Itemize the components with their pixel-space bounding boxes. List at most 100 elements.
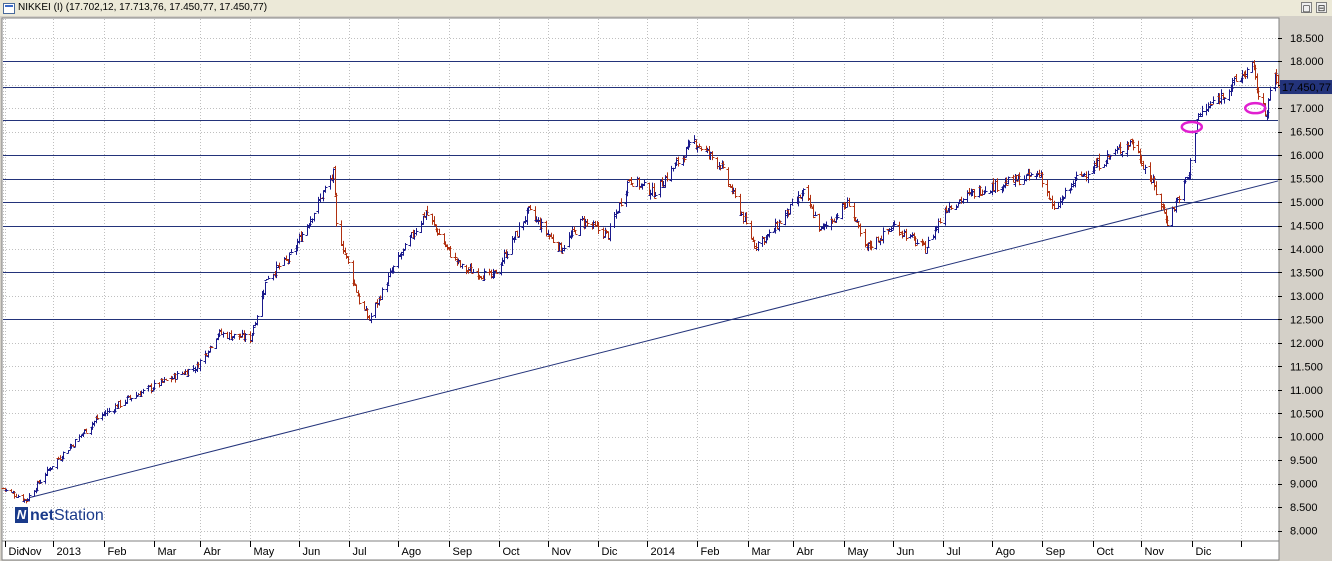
ohlc-bar bbox=[1097, 153, 1102, 171]
ohlc-bar bbox=[164, 378, 169, 381]
ohlc-bar bbox=[1234, 74, 1239, 82]
maximize-button[interactable]: ⊟ bbox=[1316, 2, 1327, 13]
y-tick-label: 17.000 bbox=[1290, 103, 1324, 115]
highlight-ellipse bbox=[1243, 101, 1267, 115]
ohlc-bar bbox=[892, 220, 897, 226]
y-tick-label: 16.500 bbox=[1290, 127, 1324, 139]
ohlc-bar bbox=[277, 262, 282, 270]
ohlc-bar bbox=[721, 161, 726, 169]
ohlc-bar bbox=[528, 205, 533, 211]
ohlc-bar bbox=[585, 219, 590, 227]
ohlc-bar bbox=[625, 180, 630, 197]
ohlc-bar bbox=[175, 371, 180, 380]
last-price-box bbox=[1280, 80, 1332, 95]
x-tick-label: Oct bbox=[1097, 546, 1114, 558]
y-tick-label: 14.500 bbox=[1290, 221, 1324, 233]
x-tick-label: Ago bbox=[996, 546, 1016, 558]
ohlc-bar bbox=[546, 230, 551, 236]
restore-button[interactable]: ▢ bbox=[1301, 2, 1312, 13]
ohlc-bar bbox=[630, 184, 635, 187]
x-tick-label: Jun bbox=[897, 546, 915, 558]
ohlc-bar bbox=[573, 230, 578, 235]
x-tick-label: Jul bbox=[353, 546, 367, 558]
ohlc-bar bbox=[790, 198, 795, 206]
ohlc-bar bbox=[956, 203, 961, 207]
x-tick-label: Abr bbox=[204, 546, 221, 558]
ohlc-bar bbox=[1165, 215, 1170, 227]
ohlc-bar bbox=[972, 189, 977, 199]
ohlc-bar bbox=[1115, 145, 1120, 154]
ohlc-bar bbox=[551, 234, 556, 243]
ohlc-bar bbox=[733, 187, 738, 199]
y-tick-label: 15.000 bbox=[1290, 197, 1324, 209]
ohlc-bar bbox=[596, 222, 601, 234]
x-tick-label: May bbox=[254, 546, 275, 558]
ohlc-bar bbox=[699, 147, 704, 152]
logo-text: Station bbox=[54, 507, 104, 524]
ohlc-bar bbox=[469, 263, 474, 274]
ohlc-bar bbox=[494, 269, 499, 274]
ohlc-bar bbox=[1268, 86, 1273, 101]
ohlc-bar bbox=[129, 397, 134, 402]
ohlc-bar bbox=[517, 222, 522, 238]
ohlc-bar bbox=[448, 245, 453, 258]
y-tick-label: 9.000 bbox=[1290, 479, 1318, 491]
y-tick-label: 10.500 bbox=[1290, 408, 1324, 420]
ohlc-bar bbox=[687, 140, 692, 148]
ohlc-bar bbox=[425, 205, 430, 216]
x-tick-label: Sep bbox=[453, 546, 473, 558]
y-tick-label: 12.500 bbox=[1290, 314, 1324, 326]
ohlc-bar bbox=[562, 245, 567, 252]
x-tick-label: Mar bbox=[752, 546, 771, 558]
ohlc-bar bbox=[24, 499, 29, 504]
ohlc-bar bbox=[642, 179, 647, 187]
ohlc-bar bbox=[95, 414, 100, 420]
ohlc-bar bbox=[403, 243, 408, 251]
ohlc-bar bbox=[710, 151, 715, 161]
ohlc-bar bbox=[300, 232, 305, 242]
ohlc-bar bbox=[847, 197, 852, 207]
ohlc-bar bbox=[619, 198, 624, 207]
ohlc-bar bbox=[1074, 171, 1079, 182]
ohlc-bar bbox=[954, 204, 959, 210]
ohlc-bar bbox=[1131, 139, 1136, 151]
ohlc-bar bbox=[505, 251, 510, 260]
ohlc-bar bbox=[869, 240, 874, 251]
y-tick-label: 8.000 bbox=[1290, 526, 1318, 538]
ohlc-bar bbox=[813, 211, 818, 217]
ohlc-bar bbox=[676, 156, 681, 167]
ohlc-bar bbox=[889, 226, 894, 232]
window-title: NIKKEI (I) (17.702,12, 17.713,76, 17.450… bbox=[18, 2, 268, 13]
ohlc-bar bbox=[629, 177, 634, 185]
x-tick-label: Jun bbox=[303, 546, 321, 558]
ohlc-bar bbox=[50, 466, 55, 469]
y-tick-label: 16.000 bbox=[1290, 150, 1324, 162]
y-tick-label: 8.500 bbox=[1290, 502, 1318, 514]
ohlc-bar bbox=[744, 212, 749, 225]
trendline-group bbox=[28, 180, 1279, 499]
ohlc-bar bbox=[949, 205, 954, 210]
ohlc-bar bbox=[767, 229, 772, 238]
x-tick-label: 2013 bbox=[57, 546, 81, 558]
ohlc-bar bbox=[824, 221, 829, 229]
ohlc-bar bbox=[369, 312, 374, 324]
ohlc-bar bbox=[152, 380, 157, 391]
ohlc-bar bbox=[1177, 195, 1182, 204]
ohlc-bar bbox=[1063, 187, 1068, 198]
ohlc-bar bbox=[118, 399, 123, 408]
ohlc-bar bbox=[432, 216, 437, 226]
ohlc-bar bbox=[141, 388, 146, 394]
x-tick-label: Nov bbox=[1145, 546, 1165, 558]
y-tick-label: 13.000 bbox=[1290, 291, 1324, 303]
ohlc-bar bbox=[539, 218, 544, 233]
ohlc-bar bbox=[38, 479, 43, 484]
ohlc-bar bbox=[471, 268, 476, 273]
x-tick-label: 2014 bbox=[651, 546, 675, 558]
ohlc-bar bbox=[817, 213, 822, 232]
ohlc-bar bbox=[352, 279, 357, 286]
ohlc-bar bbox=[1256, 86, 1261, 100]
ohlc-bar bbox=[312, 212, 317, 222]
ohlc-bar bbox=[460, 263, 465, 269]
